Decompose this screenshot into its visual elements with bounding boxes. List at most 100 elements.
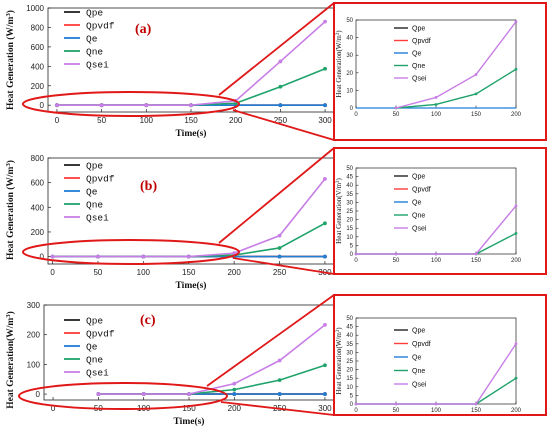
zoom-data-point-qsei — [354, 252, 358, 256]
zoom-x-tick-label: 100 — [431, 408, 442, 414]
zoom-data-point-qsei — [434, 402, 438, 406]
x-tick-label: 300 — [318, 404, 332, 413]
data-point-qsei — [278, 59, 283, 64]
zoom-frame — [333, 147, 547, 275]
zoom-inset: 0 5 10 15 20 25 30 35 40 45 50 0 50 100 150 200 Heat Gen… — [335, 316, 522, 414]
data-point-qsei — [144, 103, 149, 108]
zoom-y-tick-label: 25 — [346, 209, 353, 215]
zoom-data-point-qsei — [474, 73, 478, 76]
zoom-data-point-qsei — [434, 252, 438, 256]
data-point-qsei — [96, 254, 100, 259]
zoom-data-point-qsei — [394, 106, 398, 110]
zoom-legend-label-qsei: Qsei — [412, 76, 427, 83]
data-point-qe — [232, 392, 237, 396]
data-point-qsei — [50, 254, 55, 259]
y-tick-label: 200 — [31, 82, 45, 91]
y-axis-title: Heat Generation (W/m3) — [5, 10, 17, 110]
data-point-qe — [278, 103, 283, 108]
data-point-qsei — [189, 103, 193, 108]
zoom-x-tick-label: 100 — [431, 112, 442, 118]
zoom-legend-label-qpvdf: Qpvdf — [412, 187, 431, 194]
y-tick-label: 300 — [27, 301, 41, 310]
highlight-ellipse — [18, 382, 228, 410]
zoom-legend-label-qne: Qne — [412, 63, 425, 70]
zoom-y-tick-label: 45 — [346, 325, 353, 331]
data-point-qe — [277, 392, 282, 396]
x-tick-label: 250 — [273, 268, 287, 277]
legend-label-qpe: Qpe — [86, 161, 103, 172]
legend-label-qe: Qe — [86, 34, 98, 45]
zoom-y-tick-label: 35 — [346, 342, 353, 348]
zoom-data-point-qsei — [514, 204, 518, 208]
zoom-y-tick-label: 40 — [346, 36, 353, 42]
data-point-qsei — [141, 254, 146, 259]
zoom-x-tick-label: 200 — [511, 258, 522, 264]
x-axis-title: Time(s) — [176, 128, 207, 139]
zoom-x-tick-label: 50 — [393, 112, 400, 118]
legend-label-qe: Qe — [86, 342, 98, 353]
zoom-series-line-qne — [395, 68, 517, 109]
highlight-ellipse — [22, 91, 240, 117]
zoom-legend-label-qpvdf: Qpvdf — [412, 38, 431, 45]
x-tick-label: 0 — [51, 404, 56, 413]
chart-panel-3: 0100200300050100150200250300Time(s)Heat … — [5, 294, 547, 427]
zoom-x-tick-label: 150 — [471, 408, 482, 414]
zoom-y-tick-label: 20 — [346, 368, 353, 374]
zoom-data-point-qne — [434, 103, 438, 106]
y-tick-label: 1000 — [26, 4, 44, 13]
y-tick-label: 0 — [40, 253, 45, 262]
zoom-x-tick-label: 200 — [511, 408, 522, 414]
zoom-y-tick-label: 30 — [346, 200, 353, 206]
zoom-y-tick-label: 0 — [350, 402, 354, 408]
y-tick-label: 200 — [27, 331, 41, 340]
data-point-qsei — [141, 392, 146, 396]
x-axis-title: Time(s) — [176, 280, 207, 291]
y-tick-label: 800 — [31, 154, 45, 163]
y-axis-title: Heat Generation(W/m3) — [5, 311, 17, 409]
zoom-data-point-qsei — [394, 252, 398, 256]
zoom-connector-top — [206, 294, 335, 387]
zoom-data-point-qne — [474, 92, 478, 96]
zoom-legend-label-qne: Qne — [412, 213, 425, 220]
panel-label: (b) — [140, 179, 157, 194]
zoom-data-point-qsei — [514, 20, 518, 24]
x-tick-label: 250 — [274, 116, 288, 125]
legend-label-qsei: Qsei — [86, 213, 109, 224]
x-tick-label: 0 — [55, 116, 60, 125]
zoom-x-tick-label: 100 — [431, 258, 442, 264]
x-tick-label: 200 — [227, 268, 241, 277]
zoom-y-axis-title: Heat Generation(W/m3) — [335, 30, 343, 98]
legend-label-qne: Qne — [86, 200, 103, 211]
x-tick-label: 150 — [182, 404, 196, 413]
data-point-qsei — [187, 392, 191, 396]
data-point-qe — [277, 254, 282, 259]
zoom-data-point-qne — [514, 376, 518, 380]
legend-label-qsei: Qsei — [86, 368, 109, 379]
x-tick-label: 200 — [228, 404, 242, 413]
legend-label-qne: Qne — [86, 47, 103, 58]
zoom-legend-label-qsei: Qsei — [412, 226, 427, 233]
zoom-data-point-qsei — [474, 402, 478, 406]
legend-label-qpe: Qpe — [86, 8, 103, 19]
data-point-qne — [278, 84, 283, 89]
legend-label-qsei: Qsei — [86, 60, 109, 71]
panel-label: (a) — [135, 22, 152, 37]
zoom-data-point-qsei — [514, 342, 518, 346]
zoom-y-tick-label: 50 — [346, 166, 353, 172]
x-tick-label: 200 — [229, 116, 243, 125]
x-tick-label: 50 — [97, 116, 106, 125]
data-point-qne — [232, 387, 237, 392]
x-tick-label: 100 — [137, 268, 151, 277]
zoom-data-point-qne — [514, 67, 518, 71]
data-point-qsei — [96, 392, 101, 396]
data-point-qne — [323, 221, 327, 226]
zoom-legend-label-qe: Qe — [412, 200, 421, 207]
x-tick-label: 50 — [93, 268, 102, 277]
zoom-y-tick-label: 10 — [346, 235, 353, 241]
zoom-data-point-qsei — [394, 402, 398, 406]
x-tick-label: 150 — [182, 268, 196, 277]
data-point-qsei — [323, 322, 327, 327]
data-point-qsei — [232, 251, 237, 256]
y-tick-label: 200 — [31, 228, 45, 237]
zoom-x-tick-label: 0 — [354, 408, 358, 414]
